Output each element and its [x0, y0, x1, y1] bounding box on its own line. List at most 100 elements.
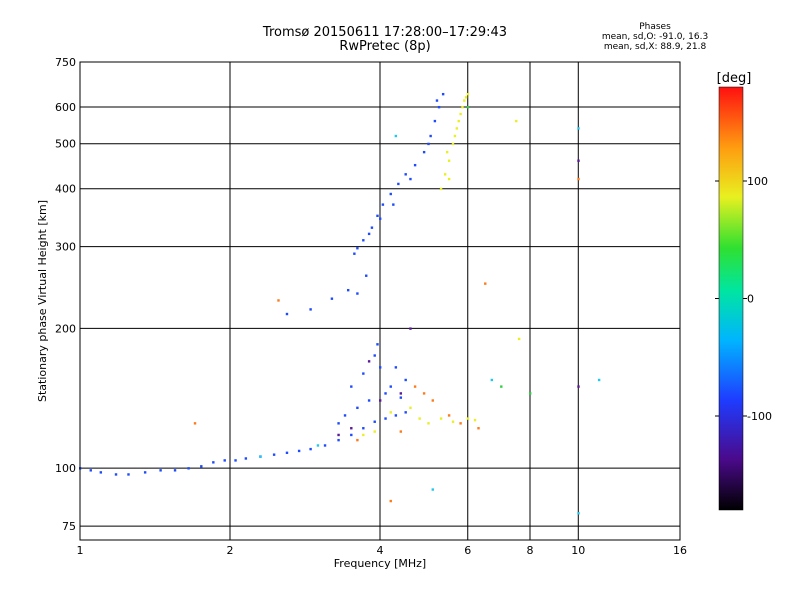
- x-tick-label: 10: [571, 544, 585, 557]
- data-point: [367, 399, 371, 402]
- data-point: [389, 385, 392, 388]
- data-point: [114, 473, 118, 476]
- data-point: [477, 427, 480, 430]
- data-point: [431, 488, 434, 491]
- data-point: [362, 427, 365, 430]
- data-point: [389, 192, 392, 196]
- data-point: [350, 385, 353, 388]
- data-point: [330, 297, 334, 300]
- data-point: [399, 430, 403, 433]
- data-point: [435, 99, 439, 102]
- y-axis-label: Stationary phase Virtual Height [km]: [36, 200, 49, 402]
- data-point: [356, 438, 359, 442]
- x-tick-label: 1: [77, 544, 84, 557]
- data-point: [394, 134, 398, 138]
- data-point: [373, 354, 376, 357]
- x-axis-ticks: 1 2 4 6 8 10 16: [77, 544, 688, 557]
- data-point: [373, 430, 376, 433]
- data-point: [466, 105, 470, 109]
- colorbar-tick-label: 100: [747, 175, 768, 188]
- data-point: [413, 385, 417, 388]
- data-point: [461, 105, 464, 109]
- colorbar-ticks: 100 0 -100: [715, 175, 772, 423]
- data-point: [309, 447, 312, 451]
- y-tick-label: 750: [55, 56, 76, 69]
- data-point: [337, 422, 340, 425]
- data-point: [376, 214, 379, 218]
- data-point: [418, 417, 421, 420]
- data-point: [517, 337, 521, 341]
- y-tick-label: 200: [55, 322, 76, 335]
- data-point: [429, 134, 432, 138]
- data-point: [455, 127, 459, 130]
- data-point: [353, 252, 356, 255]
- data-point: [397, 182, 400, 186]
- data-point: [127, 473, 130, 476]
- data-point: [316, 444, 320, 447]
- data-point: [244, 457, 248, 460]
- data-point: [404, 378, 407, 382]
- data-point: [392, 203, 395, 206]
- data-point: [597, 378, 601, 382]
- data-point: [404, 411, 407, 414]
- x-tick-label: 4: [377, 544, 384, 557]
- data-point: [323, 444, 327, 447]
- data-point: [457, 119, 460, 123]
- data-point: [297, 449, 301, 453]
- data-point: [337, 438, 340, 442]
- data-points: [79, 92, 601, 515]
- data-point: [193, 422, 197, 425]
- data-point: [187, 467, 190, 470]
- data-point: [466, 417, 470, 420]
- data-point: [365, 274, 368, 277]
- data-point: [453, 134, 457, 138]
- y-tick-label: 100: [55, 462, 76, 475]
- data-point: [367, 232, 371, 236]
- data-point: [379, 399, 382, 402]
- data-point: [443, 173, 447, 176]
- data-point: [577, 177, 580, 181]
- data-point: [427, 422, 430, 425]
- data-point: [272, 453, 276, 456]
- data-point: [466, 92, 470, 96]
- data-point: [451, 420, 455, 423]
- data-point: [413, 163, 417, 167]
- x-axis-label: Frequency [MHz]: [334, 557, 426, 570]
- data-point: [463, 99, 466, 102]
- data-point: [367, 360, 371, 363]
- data-point: [99, 471, 103, 474]
- data-point: [515, 119, 518, 123]
- data-point: [389, 411, 392, 414]
- data-point: [379, 217, 382, 220]
- data-point: [500, 385, 503, 388]
- y-tick-label: 75: [62, 520, 76, 533]
- colorbar-tick-label: 0: [747, 293, 754, 306]
- data-point: [350, 433, 353, 437]
- y-tick-label: 500: [55, 138, 76, 151]
- data-point: [577, 127, 580, 130]
- data-point: [384, 417, 387, 420]
- data-point: [473, 418, 477, 422]
- data-point: [350, 427, 353, 430]
- data-point: [343, 414, 347, 417]
- data-point: [309, 308, 312, 311]
- data-point: [399, 392, 403, 395]
- data-point: [373, 420, 376, 423]
- data-point: [277, 299, 280, 302]
- chart-title-block: Tromsø 20150611 17:28:00–17:29:43 RwPret…: [250, 26, 520, 54]
- data-point: [459, 112, 462, 116]
- phase-stats-x: mean, sd,X: 88.9, 21.8: [603, 42, 707, 52]
- data-point: [484, 282, 487, 285]
- phase-stats-heading: Phases: [639, 22, 671, 32]
- data-point: [159, 469, 162, 472]
- chart-title: Tromsø 20150611 17:28:00–17:29:43: [262, 25, 508, 40]
- data-point: [394, 366, 398, 369]
- data-point: [439, 187, 443, 191]
- colorbar-tick-label: -100: [747, 410, 772, 423]
- data-point: [379, 366, 382, 369]
- data-point: [376, 343, 379, 346]
- y-tick-label: 400: [55, 183, 76, 196]
- phase-stats: Phases mean, sd,O: -91.0, 16.3 mean, sd,…: [600, 22, 710, 52]
- data-point: [529, 392, 532, 395]
